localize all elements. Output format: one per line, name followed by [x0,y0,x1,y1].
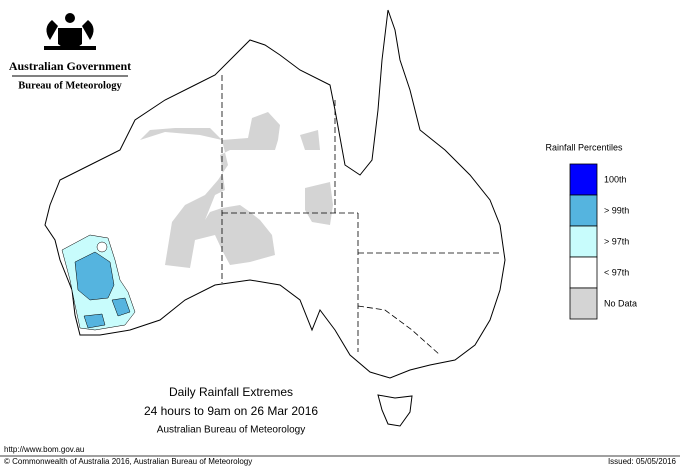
rain-under-97 [96,241,108,253]
caption-line: Australian Bureau of Meteorology [157,425,305,436]
rain-99 [83,313,106,329]
no-data-region [140,112,333,268]
footer-url: http://www.bom.gov.au [4,445,84,454]
legend-swatch [569,225,598,258]
caption-line: Daily Rainfall Extremes [169,385,293,399]
state-border [221,75,500,356]
legend-swatch [569,287,598,320]
caption-line: 24 hours to 9am on 26 Mar 2016 [144,404,318,418]
header-title: Australian Government [9,59,131,73]
legend-title: Rainfall Percentiles [545,142,623,152]
footer-issued: Issued: 05/05/2016 [608,457,677,466]
legend-label: > 99th [604,205,629,215]
header-subtitle: Bureau of Meteorology [18,80,122,91]
legend: 100th > 99th > 97th < 97th No Data [569,163,637,320]
rain-99 [74,251,115,301]
legend-label: < 97th [604,267,629,277]
legend-label: > 97th [604,236,629,246]
legend-swatch [569,163,598,196]
legend-label: No Data [604,298,637,308]
footer-copyright: © Commonwealth of Australia 2016, Austra… [4,457,252,466]
tasmania [377,394,413,427]
mainland [44,9,506,379]
rain-99 [111,297,131,317]
legend-label: 100th [604,174,627,184]
legend-swatch [569,256,598,289]
coat-of-arms [44,13,96,50]
legend-swatch [569,194,598,227]
